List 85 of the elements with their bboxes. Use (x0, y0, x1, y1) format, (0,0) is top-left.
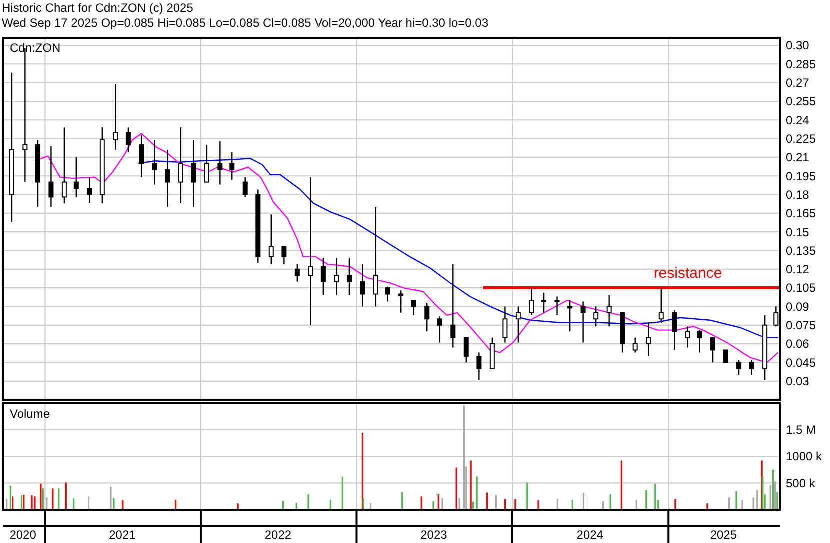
y-tick-label: 0.135 (786, 244, 816, 258)
candlestick (385, 286, 390, 302)
y-tick-label: 0.225 (786, 132, 816, 146)
candlestick (204, 144, 210, 183)
y-tick-label: 0.21 (786, 150, 810, 165)
candlestick (710, 337, 716, 364)
y-tick-label: 0.06 (786, 337, 810, 352)
candlestick (542, 292, 547, 314)
candlestick (554, 296, 560, 316)
candlestick (320, 258, 326, 296)
chart-subtitle: Wed Sep 17 2025 Op=0.085 Hi=0.085 Lo=0.085 Cl=0.085 Vol=20,000 Year hi=0.30 lo=0.03 (2, 16, 489, 30)
y-tick-label: 1000 k (786, 450, 824, 464)
candlestick (516, 306, 521, 344)
candlestick (411, 300, 416, 316)
y-tick-label: 0.195 (786, 169, 816, 184)
x-tick-label: 2020 (10, 528, 37, 542)
candlestick (62, 126, 67, 204)
candlestick (658, 287, 664, 324)
candlestick (346, 258, 352, 296)
candlestick (476, 352, 482, 381)
candlestick (736, 360, 742, 376)
candlestick (594, 306, 599, 328)
line-series (34, 133, 779, 364)
candlestick (646, 322, 652, 358)
candlestick (165, 149, 170, 208)
candlestick (568, 300, 573, 332)
candlestick (230, 152, 235, 180)
y-tick-label: 0.03 (786, 374, 810, 389)
x-tick-label: 2025 (710, 528, 738, 542)
y-tick-label: 0.24 (786, 113, 810, 128)
candlestick (268, 214, 274, 266)
candlestick (360, 264, 366, 308)
y-tick-label: 0.105 (786, 281, 816, 296)
candlestick (178, 126, 184, 204)
candlestick (139, 134, 144, 178)
y-tick-label: 0.12 (786, 262, 810, 277)
candlestick (437, 316, 442, 344)
y-tick-label: 0.165 (786, 206, 816, 221)
candlestick (450, 264, 456, 348)
candlestick (672, 310, 678, 351)
candlestick (697, 330, 702, 354)
y-tick-label: 500 k (786, 476, 816, 490)
x-tick-label: 2024 (576, 528, 604, 542)
candlestick (632, 337, 638, 354)
candlestick (152, 139, 158, 186)
y-tick-label: 0.27 (786, 76, 810, 90)
candlestick (373, 206, 378, 308)
candlestick (294, 264, 300, 282)
candlestick (191, 139, 196, 208)
candlestick (580, 301, 586, 344)
candlestick (464, 337, 469, 364)
candlestick (242, 176, 248, 198)
candlestick (606, 294, 612, 328)
candlestick (529, 287, 534, 316)
candlestick (48, 146, 54, 208)
y-tick-label: 0.255 (786, 94, 816, 109)
chart-title: Volume (10, 407, 50, 421)
x-tick-label: 2023 (420, 528, 448, 542)
series-label: resistance (654, 265, 722, 282)
candlestick (723, 350, 728, 364)
y-tick-label: 0.30 (786, 38, 810, 53)
candlestick (685, 326, 690, 348)
y-tick-label: 0.09 (786, 300, 810, 314)
candlestick (282, 246, 287, 266)
y-tick-label: 0.18 (786, 188, 810, 202)
candlestick (218, 140, 223, 186)
candlestick (87, 176, 92, 204)
candlestick (308, 176, 314, 326)
candlestick (502, 306, 508, 344)
candlestick (334, 258, 340, 296)
y-tick-label: 0.285 (786, 57, 816, 72)
candlestick (749, 360, 754, 376)
candlestick (424, 302, 430, 332)
candlestick (74, 156, 79, 198)
y-tick-label: 0.15 (786, 225, 810, 240)
annotation: Cdn:ZON (10, 41, 61, 55)
y-tick-label: 0.075 (786, 318, 816, 333)
candlestick (126, 126, 131, 154)
candlestick (113, 83, 118, 151)
chart-title: Historic Chart for Cdn:ZON (c) 2025 (2, 1, 194, 15)
y-tick-label: 1.5 M (786, 422, 816, 437)
x-tick-label: 2022 (264, 528, 292, 542)
candlestick (398, 290, 404, 314)
x-tick-label: 2021 (109, 528, 136, 542)
y-tick-label: 0.045 (786, 356, 816, 370)
